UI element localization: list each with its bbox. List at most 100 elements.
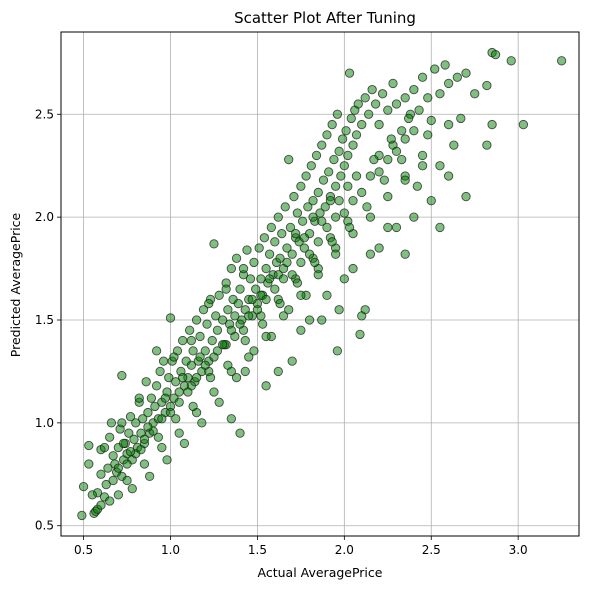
data-point	[435, 222, 445, 233]
data-point	[365, 171, 376, 181]
data-point	[139, 459, 150, 469]
data-point	[183, 387, 193, 397]
data-point	[99, 442, 110, 453]
data-point	[87, 490, 97, 500]
data-point	[122, 459, 132, 469]
plot-frame	[60, 31, 580, 537]
data-point	[257, 319, 268, 329]
data-point	[400, 134, 410, 144]
data-point	[254, 243, 264, 253]
data-point	[449, 140, 459, 150]
data-point	[212, 325, 223, 335]
x-tick-label: 3.0	[509, 543, 528, 557]
data-point	[374, 243, 384, 253]
data-point	[346, 113, 356, 124]
data-point	[252, 305, 263, 315]
data-point	[226, 325, 236, 335]
data-point	[131, 418, 141, 428]
data-point	[96, 500, 106, 510]
data-point	[322, 222, 332, 233]
data-point	[412, 181, 422, 191]
data-point	[330, 249, 341, 259]
data-point	[409, 126, 419, 136]
data-point	[261, 263, 271, 274]
data-point	[430, 64, 440, 74]
data-point	[435, 89, 445, 99]
data-point	[139, 434, 150, 444]
data-point	[218, 315, 228, 325]
data-point	[230, 311, 240, 321]
data-point	[348, 263, 358, 274]
data-point	[461, 68, 471, 78]
data-point	[417, 72, 428, 82]
data-point	[351, 171, 362, 181]
data-point	[313, 187, 323, 198]
data-point	[150, 401, 160, 412]
data-point	[143, 407, 153, 418]
data-point	[297, 216, 308, 226]
data-point	[113, 490, 124, 500]
data-point	[78, 481, 89, 492]
data-point	[461, 191, 471, 202]
data-point	[186, 335, 197, 346]
data-point	[397, 126, 407, 136]
y-tick-label: 2.0	[35, 210, 54, 224]
data-point	[169, 352, 179, 362]
data-point	[400, 175, 410, 185]
data-point	[330, 212, 341, 222]
data-point	[404, 113, 414, 124]
data-point	[275, 253, 285, 263]
data-point	[409, 212, 419, 222]
data-point	[310, 257, 320, 268]
data-point	[122, 475, 132, 486]
x-axis-ticks: 0.5 1.0 1.5 2.0 2.5 3.0	[74, 536, 528, 557]
data-point	[125, 412, 136, 422]
data-point	[329, 154, 339, 165]
data-point	[327, 237, 337, 247]
data-point	[344, 68, 355, 78]
data-point	[292, 278, 303, 288]
data-point	[423, 130, 433, 140]
data-point	[162, 455, 172, 465]
data-point	[240, 335, 250, 346]
y-axis-ticks: 0.5 1.0 1.5 2.0 2.5	[35, 107, 61, 533]
x-tick-label: 2.0	[335, 543, 354, 557]
y-tick-label: 1.0	[35, 416, 54, 430]
y-tick-label: 2.5	[35, 107, 54, 121]
data-point	[317, 140, 327, 150]
data-point	[212, 346, 223, 356]
data-point	[204, 298, 214, 309]
data-point	[209, 387, 219, 397]
data-point	[179, 438, 190, 449]
data-point	[226, 414, 236, 424]
data-point	[383, 191, 393, 202]
data-point	[344, 222, 355, 233]
data-point	[157, 442, 167, 453]
data-point	[143, 422, 153, 432]
data-point	[160, 393, 170, 403]
data-point	[278, 311, 289, 321]
data-point	[426, 196, 436, 206]
data-point	[77, 510, 87, 521]
data-point	[317, 315, 327, 325]
data-point	[261, 294, 271, 305]
data-point	[443, 78, 454, 89]
data-point	[360, 93, 370, 103]
data-point	[198, 305, 209, 315]
data-point	[127, 484, 137, 494]
data-point	[306, 161, 316, 171]
data-point	[261, 331, 271, 342]
data-point	[165, 313, 176, 323]
data-point	[211, 311, 221, 321]
y-tick-label: 0.5	[35, 519, 54, 533]
data-point	[369, 154, 379, 165]
data-point	[264, 249, 275, 259]
data-point	[284, 305, 294, 315]
data-point	[247, 294, 257, 305]
data-point	[362, 202, 372, 212]
data-point	[223, 305, 233, 315]
data-point	[171, 377, 181, 387]
data-point	[400, 93, 410, 103]
data-point	[353, 99, 363, 109]
